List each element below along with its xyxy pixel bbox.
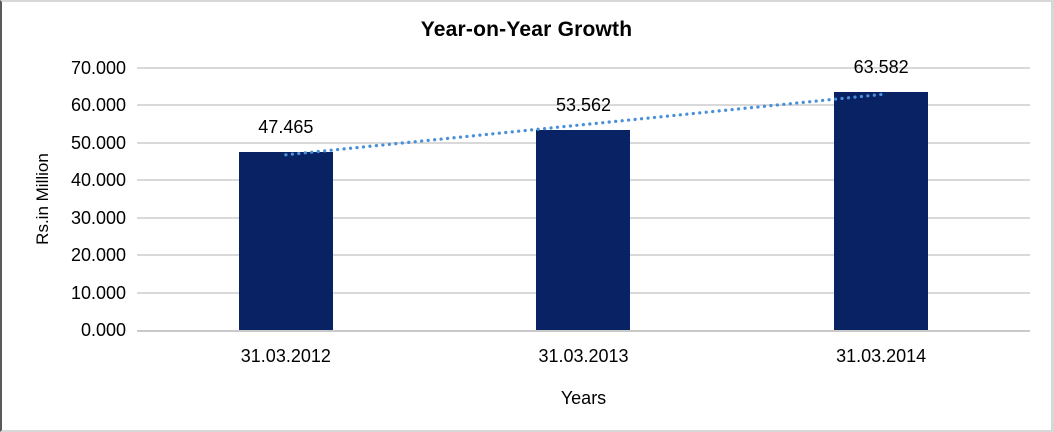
y-tick-label: 40.000 xyxy=(70,170,126,191)
bar xyxy=(238,152,333,330)
y-tick-label: 0.000 xyxy=(80,320,126,340)
y-tick-label: 30.000 xyxy=(70,207,126,228)
y-tick-label: 10.000 xyxy=(70,282,126,303)
bar xyxy=(834,92,929,330)
plot-area: 47.465 53.562 63.582 xyxy=(137,57,1030,332)
bar-slot: 47.465 xyxy=(137,68,435,330)
y-tick-label: 50.000 xyxy=(70,132,126,153)
y-tick-label: 70.000 xyxy=(70,58,126,78)
gridline xyxy=(137,67,1030,69)
bar-slot: 53.562 xyxy=(435,68,733,330)
y-axis-tick-labels: 0.000 10.000 20.000 30.000 40.000 50.000 60.00… xyxy=(2,58,126,340)
bar-value-label: 47.465 xyxy=(258,117,314,138)
bar-slot: 63.582 xyxy=(732,57,1030,330)
bar xyxy=(536,129,631,330)
x-axis-tick-labels: 31.03.2012 31.03.2013 31.03.2014 xyxy=(137,346,1030,370)
x-axis-title: Years xyxy=(560,388,607,408)
bar-value-label: 63.582 xyxy=(853,57,909,78)
x-tick-label: 31.03.2012 xyxy=(240,346,331,366)
chart-title: Year-on-Year Growth xyxy=(420,18,633,41)
x-tick-label: 31.03.2014 xyxy=(836,346,927,366)
bar-value-label: 53.562 xyxy=(555,94,612,115)
y-tick-label: 20.000 xyxy=(70,245,126,266)
x-tick-label: 31.03.2013 xyxy=(538,346,629,366)
y-tick-label: 60.000 xyxy=(70,95,126,116)
